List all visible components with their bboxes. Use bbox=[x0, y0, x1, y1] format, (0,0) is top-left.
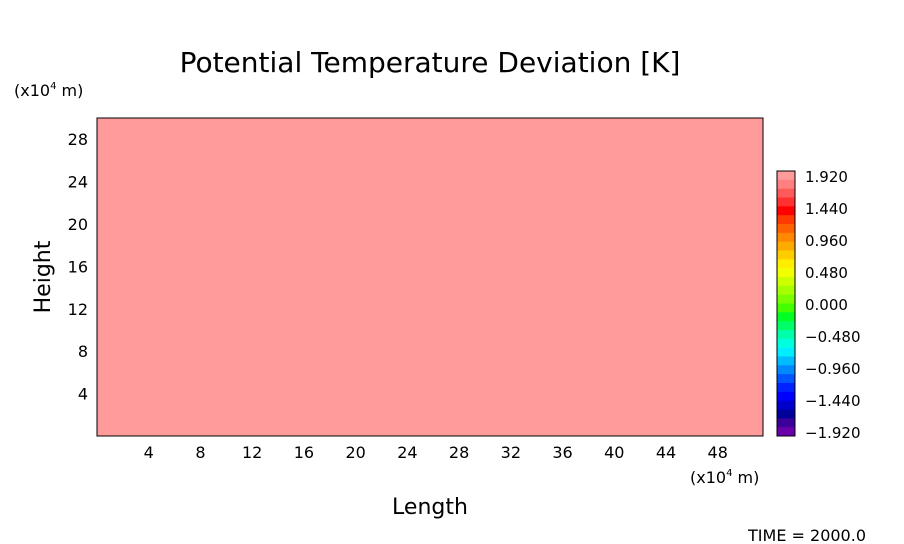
x-tick-label: 20 bbox=[345, 443, 365, 462]
colorbar-swatch bbox=[777, 330, 795, 340]
x-tick-label: 24 bbox=[397, 443, 417, 462]
colorbar-tick-label: −0.960 bbox=[805, 360, 861, 378]
colorbar-swatch bbox=[777, 171, 795, 181]
colorbar-swatch bbox=[777, 365, 795, 375]
x-axis-unit-exponent: 4 bbox=[726, 468, 732, 479]
colorbar-swatch bbox=[777, 321, 795, 331]
y-axis-label: Height bbox=[31, 240, 56, 313]
colorbar-swatch bbox=[777, 383, 795, 393]
x-tick-label: 36 bbox=[552, 443, 572, 462]
colorbar-tick-label: −1.440 bbox=[805, 392, 861, 410]
colorbar-swatch bbox=[777, 197, 795, 207]
colorbar-swatch bbox=[777, 312, 795, 322]
y-axis-unit: (x104 m) bbox=[14, 81, 83, 100]
colorbar-swatch bbox=[777, 285, 795, 296]
x-tick-label: 28 bbox=[449, 443, 469, 462]
colorbar-swatch bbox=[777, 232, 795, 243]
time-label: TIME = 2000.0 bbox=[747, 526, 866, 544]
x-tick-label: 32 bbox=[501, 443, 521, 462]
y-tick-label: 24 bbox=[68, 173, 88, 192]
x-tick-label: 48 bbox=[708, 443, 728, 462]
x-axis-unit: (x104 m) bbox=[690, 468, 759, 487]
colorbar-swatch bbox=[777, 268, 795, 278]
y-tick-label: 12 bbox=[68, 300, 88, 319]
colorbar-swatch bbox=[777, 338, 795, 349]
colorbar-swatch bbox=[777, 215, 795, 225]
x-tick-label: 12 bbox=[242, 443, 262, 462]
colorbar-tick-label: 0.960 bbox=[805, 232, 848, 250]
colorbar-swatch bbox=[777, 347, 795, 357]
colorbar-swatch bbox=[777, 179, 795, 190]
y-axis-unit-base: (x10 bbox=[14, 81, 50, 100]
colorbar-swatch bbox=[777, 241, 795, 251]
chart-title: Potential Temperature Deviation [K] bbox=[180, 46, 681, 79]
x-tick-label: 44 bbox=[656, 443, 676, 462]
x-tick-label: 8 bbox=[195, 443, 205, 462]
y-axis-unit-exponent: 4 bbox=[50, 81, 56, 92]
colorbar-swatch bbox=[777, 427, 795, 437]
colorbar-swatch bbox=[777, 356, 795, 366]
y-axis-ticks: 4 8 12 16 20 24 28 bbox=[68, 130, 88, 403]
colorbar-swatch bbox=[777, 374, 795, 384]
y-tick-label: 4 bbox=[78, 385, 88, 404]
colorbar-swatch bbox=[777, 259, 795, 269]
heatmap-field bbox=[96, 117, 764, 437]
x-tick-label: 4 bbox=[144, 443, 154, 462]
colorbar-tick-label: 0.480 bbox=[805, 264, 848, 282]
colorbar-swatch bbox=[777, 409, 795, 419]
x-tick-label: 16 bbox=[294, 443, 314, 462]
x-axis-unit-base: (x10 bbox=[690, 468, 726, 487]
colorbar-tick-label: −1.920 bbox=[805, 424, 861, 442]
y-axis-unit-suffix: m) bbox=[56, 81, 83, 100]
colorbar-swatch bbox=[777, 250, 795, 260]
y-tick-label: 16 bbox=[68, 257, 88, 276]
colorbar-labels: 1.920 1.440 0.960 0.480 0.000 −0.480 −0.960 −1.… bbox=[805, 168, 861, 442]
y-tick-label: 28 bbox=[68, 130, 88, 149]
colorbar-tick-label: −0.480 bbox=[805, 328, 861, 346]
colorbar-outline bbox=[776, 170, 796, 437]
x-axis-label: Length bbox=[392, 495, 468, 520]
colorbar-tick-label: 0.000 bbox=[805, 296, 848, 314]
y-tick-label: 8 bbox=[78, 342, 88, 361]
colorbar-swatch bbox=[777, 391, 795, 402]
colorbar-swatch bbox=[777, 418, 795, 428]
colorbar-swatch bbox=[777, 224, 795, 234]
colorbar-swatch bbox=[777, 188, 795, 198]
colorbar-tick-label: 1.920 bbox=[805, 168, 848, 186]
colorbar-swatch bbox=[777, 303, 795, 313]
colorbar-swatch bbox=[777, 277, 795, 287]
x-axis-ticks: 4 8 12 16 20 24 28 32 36 40 44 48 bbox=[144, 443, 728, 462]
y-tick-label: 20 bbox=[68, 215, 88, 234]
x-tick-label: 40 bbox=[604, 443, 624, 462]
colorbar-swatch bbox=[777, 294, 795, 304]
colorbar-swatch bbox=[777, 206, 795, 216]
colorbar bbox=[776, 170, 796, 437]
x-axis-unit-suffix: m) bbox=[732, 468, 759, 487]
colorbar-tick-label: 1.440 bbox=[805, 200, 848, 218]
colorbar-swatch bbox=[777, 400, 795, 410]
